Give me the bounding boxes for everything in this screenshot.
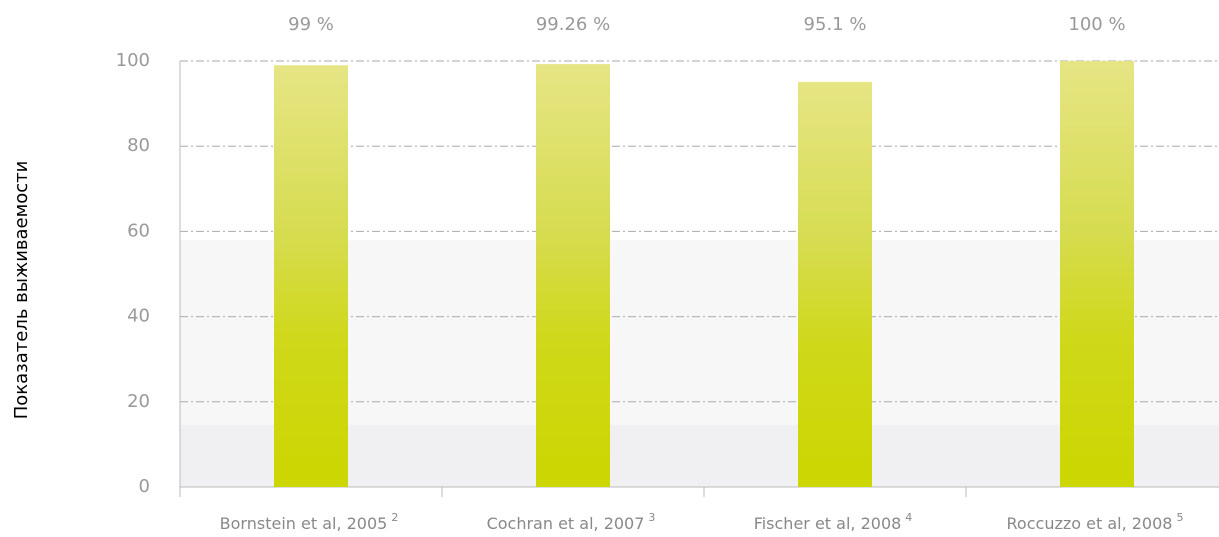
bar	[1060, 61, 1134, 487]
category-name: Bornstein et al, 2005	[220, 514, 388, 533]
x-tick-label: Roccuzzo et al, 2008 5	[1007, 511, 1184, 533]
category-name: Cochran et al, 2007	[487, 514, 645, 533]
bar	[274, 65, 348, 487]
value-label: 95.1 %	[804, 14, 867, 35]
category-name: Fischer et al, 2008	[754, 514, 902, 533]
footnote: 4	[905, 511, 912, 524]
x-tick-label: Cochran et al, 2007 3	[487, 511, 656, 533]
background-band	[180, 425, 1219, 487]
footnote: 3	[648, 511, 655, 524]
y-tick-label: 40	[127, 306, 150, 327]
y-tick-label: 0	[139, 476, 150, 497]
bar	[536, 64, 610, 487]
value-label: 100 %	[1068, 14, 1125, 35]
y-axis-label: Показатель выживаемости	[11, 161, 32, 420]
x-tick-label: Fischer et al, 2008 4	[754, 511, 913, 533]
footnote: 2	[391, 511, 398, 524]
y-tick-label: 100	[116, 50, 150, 71]
y-tick-label: 20	[127, 391, 150, 412]
bar	[798, 81, 872, 488]
y-tick-label: 80	[127, 135, 150, 156]
value-label: 99 %	[288, 14, 334, 35]
footnote: 5	[1176, 511, 1183, 524]
x-tick-label: Bornstein et al, 2005 2	[220, 511, 399, 533]
value-label: 99.26 %	[536, 14, 610, 35]
y-tick-label: 60	[127, 220, 150, 241]
category-name: Roccuzzo et al, 2008	[1007, 514, 1173, 533]
